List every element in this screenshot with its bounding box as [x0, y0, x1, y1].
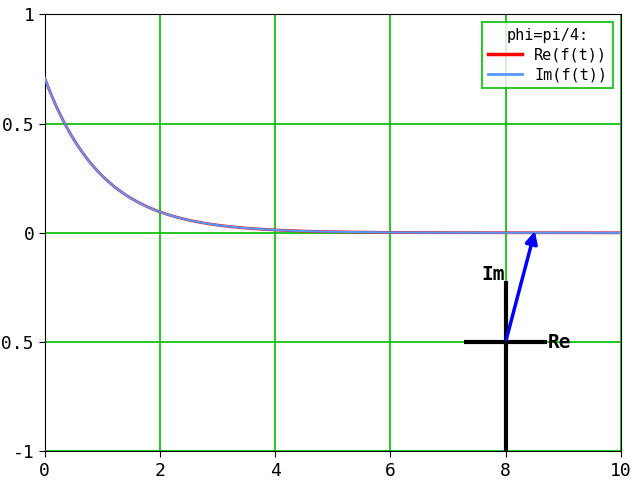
Text: Im: Im [481, 265, 504, 284]
Legend: Re(f(t)), Im(f(t)): Re(f(t)), Im(f(t)) [482, 22, 613, 88]
Text: Re: Re [548, 333, 572, 351]
